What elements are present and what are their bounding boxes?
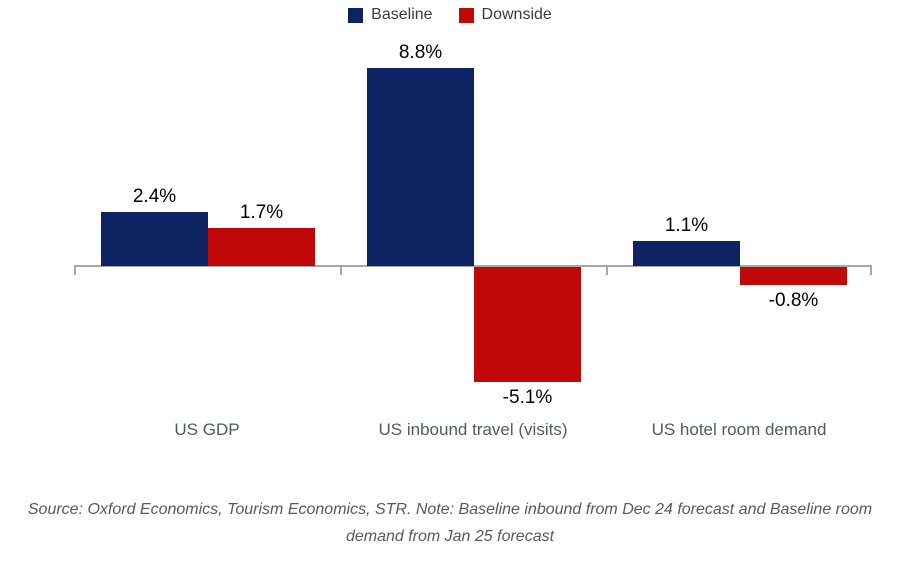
value-label-baseline-3: 1.1% xyxy=(664,215,709,236)
x-axis xyxy=(74,265,872,267)
legend: Baseline Downside xyxy=(0,6,900,24)
source-note-line2: demand from Jan 25 forecast xyxy=(345,528,555,545)
bar-baseline-3 xyxy=(633,241,740,266)
downside-swatch-icon xyxy=(458,7,474,23)
axis-tick xyxy=(74,265,76,275)
axis-tick xyxy=(870,265,872,275)
source-note-line1: Source: Oxford Economics, Tourism Econom… xyxy=(27,501,873,518)
bar-baseline-1 xyxy=(101,212,208,266)
value-label-downside-2: -5.1% xyxy=(502,387,553,408)
source-note: Source: Oxford Economics, Tourism Econom… xyxy=(0,496,900,550)
value-label-baseline-1: 2.4% xyxy=(132,186,177,207)
category-label: US inbound travel (visits) xyxy=(378,420,568,439)
legend-label-baseline: Baseline xyxy=(371,6,433,23)
legend-item-downside: Downside xyxy=(458,6,552,24)
value-label-downside-3: -0.8% xyxy=(768,290,819,311)
bar-downside-2 xyxy=(474,267,581,382)
value-label-baseline-2: 8.8% xyxy=(398,42,443,63)
legend-item-baseline: Baseline xyxy=(348,6,433,24)
bar-baseline-2 xyxy=(367,68,474,266)
bar-downside-3 xyxy=(740,267,847,285)
bar-downside-1 xyxy=(208,228,315,266)
axis-tick xyxy=(606,265,608,275)
axis-tick xyxy=(340,265,342,275)
value-label-downside-1: 1.7% xyxy=(239,202,284,223)
legend-label-downside: Downside xyxy=(481,6,552,23)
category-label: US hotel room demand xyxy=(651,420,827,439)
baseline-swatch-icon xyxy=(348,7,364,23)
category-label: US GDP xyxy=(174,420,240,439)
